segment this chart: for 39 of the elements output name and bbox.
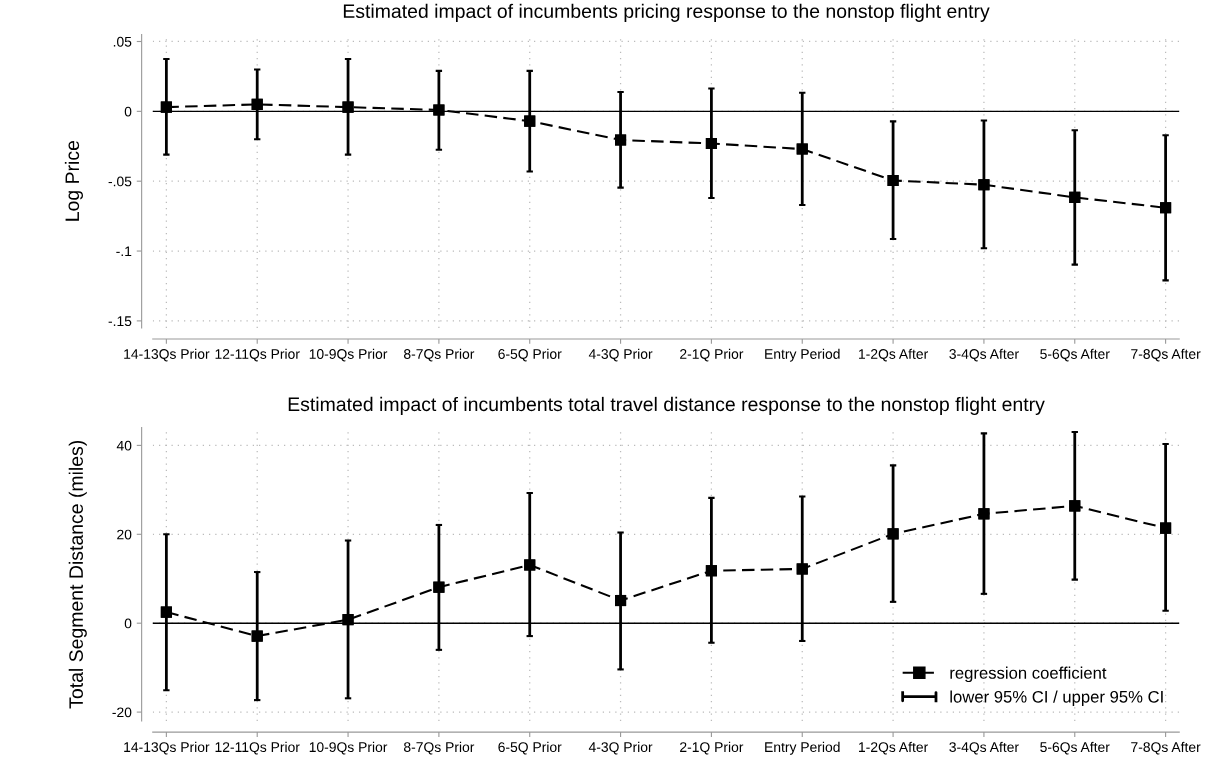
x-tick-label: 7-8Qs After [1131,348,1201,362]
x-tick-label: 1-2Qs After [859,741,928,755]
x-tick-label: Entry Period [765,348,840,362]
x-tick-label: 5-6Qs After [1040,741,1110,755]
x-tick-label: 5-6Qs After [1040,348,1110,362]
x-tick-label: 12-11Qs Prior [215,741,300,755]
y-tick-label: 40 [116,440,132,451]
x-tick-label: 14-13Qs Prior [124,348,210,362]
y-tick-label: 0 [124,618,132,629]
x-tick-label: 2-1Q Prior [680,741,744,755]
y-tick-label: 0 [124,106,132,117]
x-tick-label: 7-8Qs After [1131,741,1201,755]
x-tick-label: 8-7Qs Prior [404,348,475,362]
y-tick-label: .05 [113,36,132,47]
y-tick-label: -20 [112,707,132,718]
x-tick-label: 10-9Qs Prior [309,741,388,755]
y-tick-label: -.15 [108,316,132,327]
legend-label: lower 95% CI / upper 95% CI [950,690,1163,706]
y-axis-title: Log Price [64,140,83,221]
x-tick-label: 6-5Q Prior [498,348,562,362]
y-axis-title: Total Segment Distance (miles) [68,440,87,709]
x-tick-label: 4-3Q Prior [588,741,653,755]
x-tick-label: 2-1Q Prior [680,348,744,362]
x-tick-label: 4-3Q Prior [588,348,653,362]
x-tick-label: 3-4Qs After [949,741,1019,755]
x-tick-label: 6-5Q Prior [498,741,562,755]
x-tick-label: 1-2Qs After [859,348,928,362]
y-tick-label: 20 [117,529,132,540]
chart-title: Estimated impact of incumbents total travel distance response to the nonstop flight entry [288,396,1045,415]
x-tick-label: Entry Period [765,741,840,755]
chart-title: Estimated impact of incumbents pricing response to the nonstop flight entry [343,3,990,22]
y-tick-label: -.1 [116,246,132,257]
legend-label: regression coefficient [950,666,1107,683]
x-tick-label: 8-7Qs Prior [404,741,475,755]
x-tick-label: 14-13Qs Prior [124,741,210,755]
x-tick-label: 3-4Qs After [949,348,1019,362]
x-tick-label: 12-11Qs Prior [215,348,300,362]
y-tick-label: -.05 [108,176,132,187]
x-tick-label: 10-9Qs Prior [309,348,388,362]
